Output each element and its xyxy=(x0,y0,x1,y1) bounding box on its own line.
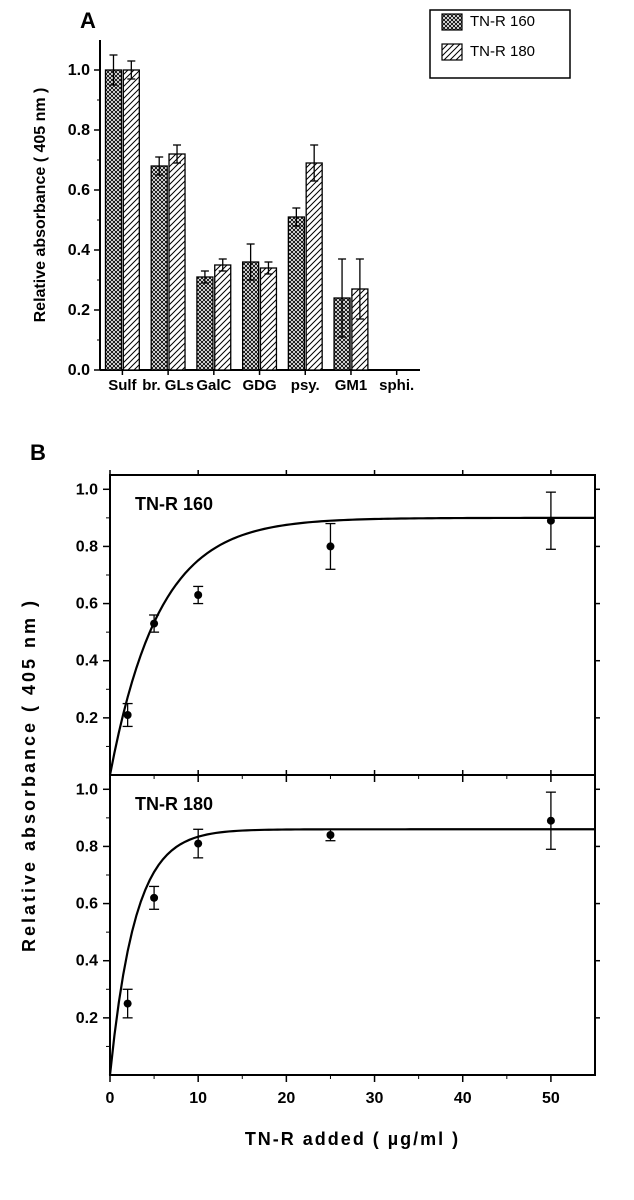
panel-b-series-title-1: TN-R 180 xyxy=(135,794,213,814)
panel-b: B 0.2 0.4 0.6 0.8 1.0 TN-R 160 0.2 0.4 0.6 0.8 1.… xyxy=(19,440,600,1149)
panel-b-point-1-1 xyxy=(150,894,158,902)
panel-a-category: GM1 xyxy=(335,377,368,394)
panel-b-ylabel: Relative absorbance ( 405 nm ) xyxy=(19,598,39,952)
legend-label-1: TN-R 180 xyxy=(470,43,535,60)
panel-a-ytick: 1.0 xyxy=(68,62,90,79)
panel-b-xtick: 10 xyxy=(189,1090,207,1107)
panel-b-point-1-0 xyxy=(124,1000,132,1008)
figure-svg: A 0.0 0.2 0.4 0.6 0.8 1.0 Relative absorbance … xyxy=(0,0,634,1200)
panel-a-category: sphi. xyxy=(379,377,414,394)
panel-b-ytick: 0.2 xyxy=(76,1010,98,1027)
panel-b-xtick: 20 xyxy=(277,1090,295,1107)
panel-a-ytick: 0.6 xyxy=(68,182,90,199)
panel-a-label: A xyxy=(80,8,96,33)
panel-b-ytick: 0.8 xyxy=(76,838,98,855)
bar-GDG-TN-R 180 xyxy=(260,268,276,370)
panel-b-xtick: 30 xyxy=(366,1090,384,1107)
bar-psy.-TN-R 180 xyxy=(306,163,322,370)
panel-b-xtick: 40 xyxy=(454,1090,472,1107)
bar-Sulf-TN-R 180 xyxy=(123,70,139,370)
panel-b-point-1-3 xyxy=(326,831,334,839)
panel-b-ytick: 0.4 xyxy=(76,953,98,970)
panel-b-ytick: 0.6 xyxy=(76,596,98,613)
bar-psy.-TN-R 160 xyxy=(288,217,304,370)
panel-a: A 0.0 0.2 0.4 0.6 0.8 1.0 Relative absorbance … xyxy=(32,8,570,394)
panel-b-curve-0 xyxy=(110,518,595,775)
bar-GalC-TN-R 160 xyxy=(197,277,213,370)
panel-b-ytick: 0.8 xyxy=(76,538,98,555)
panel-a-ytick: 0.4 xyxy=(68,242,90,259)
panel-b-curve-1 xyxy=(110,829,595,1075)
legend-swatch-1 xyxy=(442,44,462,60)
bar-br. GLs-TN-R 160 xyxy=(151,166,167,370)
panel-a-ylabel: Relative absorbance ( 405 nm ) xyxy=(32,88,49,323)
bar-Sulf-TN-R 160 xyxy=(105,70,121,370)
legend-swatch-0 xyxy=(442,14,462,30)
panel-b-frame-1 xyxy=(110,775,595,1075)
panel-a-category: psy. xyxy=(291,377,320,394)
panel-b-point-0-4 xyxy=(547,517,555,525)
panel-b-point-0-2 xyxy=(194,591,202,599)
panel-b-xlabel: TN-R added ( µg/ml ) xyxy=(245,1129,460,1149)
bar-GalC-TN-R 180 xyxy=(215,265,231,370)
panel-b-ytick: 0.2 xyxy=(76,710,98,727)
panel-b-xtick: 50 xyxy=(542,1090,560,1107)
panel-a-ytick: 0.8 xyxy=(68,122,90,139)
panel-b-label: B xyxy=(30,440,46,465)
panel-a-category: br. GLs xyxy=(142,377,194,394)
panel-b-ytick: 0.6 xyxy=(76,896,98,913)
panel-a-category: GDG xyxy=(242,377,276,394)
panel-a-category: GalC xyxy=(196,377,231,394)
panel-b-ytick: 1.0 xyxy=(76,481,98,498)
panel-a-ytick: 0.2 xyxy=(68,302,90,319)
panel-b-point-0-0 xyxy=(124,711,132,719)
panel-b-point-0-3 xyxy=(326,542,334,550)
panel-b-ytick: 1.0 xyxy=(76,781,98,798)
bar-br. GLs-TN-R 180 xyxy=(169,154,185,370)
legend-label-0: TN-R 160 xyxy=(470,13,535,30)
panel-a-category: Sulf xyxy=(108,377,137,394)
panel-b-point-1-4 xyxy=(547,817,555,825)
panel-b-point-1-2 xyxy=(194,840,202,848)
panel-b-series-title-0: TN-R 160 xyxy=(135,494,213,514)
panel-b-xtick: 0 xyxy=(106,1090,115,1107)
panel-b-ytick: 0.4 xyxy=(76,653,98,670)
panel-a-ytick: 0.0 xyxy=(68,362,90,379)
panel-b-point-0-1 xyxy=(150,620,158,628)
